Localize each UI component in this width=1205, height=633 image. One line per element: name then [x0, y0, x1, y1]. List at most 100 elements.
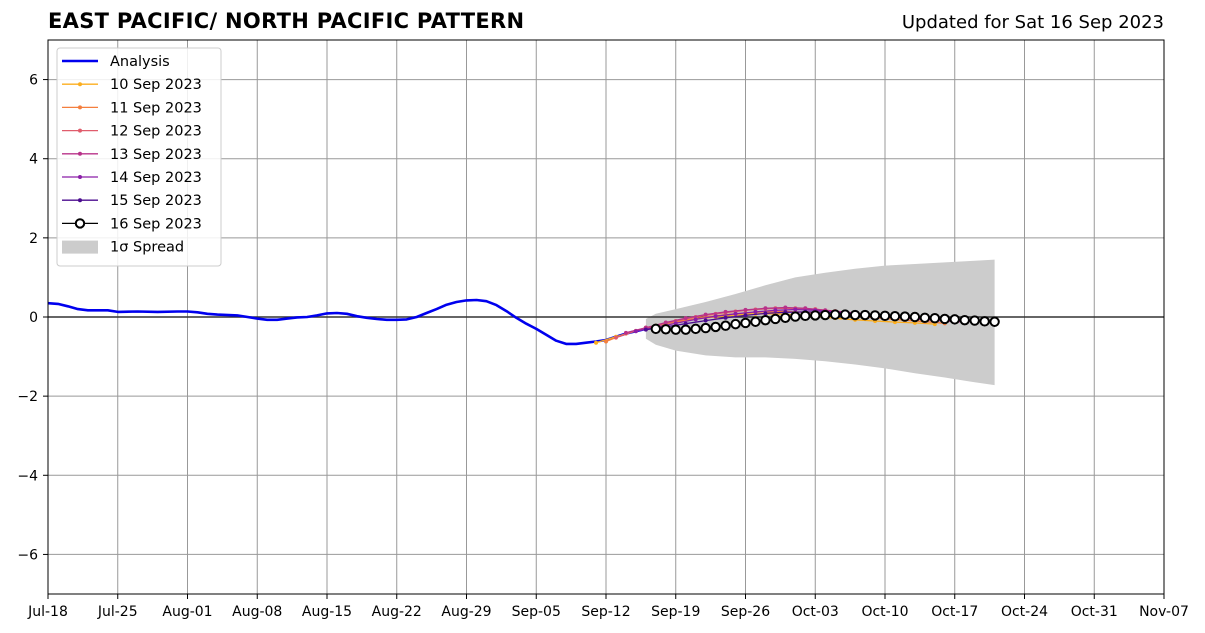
legend-marker [78, 82, 83, 87]
forecast-point [753, 309, 758, 314]
forecast-point [939, 313, 950, 325]
legend-item: 11 Sep 2023 [62, 100, 202, 116]
forecast-point [594, 340, 599, 345]
forecast-point [780, 312, 791, 323]
forecast-point [879, 310, 891, 322]
x-tick-label: Aug-08 [232, 604, 282, 620]
series-16-sep-2023 [650, 309, 1000, 335]
forecast-point [800, 310, 811, 322]
forecast-point [770, 313, 781, 325]
forecast-point [604, 339, 609, 344]
forecast-point [979, 316, 990, 327]
y-tick-label: 2 [29, 231, 38, 247]
x-tick-label: Oct-17 [931, 604, 978, 620]
forecast-point [663, 320, 668, 325]
forecast-point [763, 306, 768, 311]
forecast-point [633, 329, 638, 334]
legend-marker [78, 128, 83, 133]
legend-marker [78, 174, 83, 179]
x-tick-label: Oct-03 [792, 604, 839, 620]
forecast-point [673, 321, 678, 326]
legend-box [56, 47, 222, 267]
legend-item: 12 Sep 2023 [62, 124, 202, 140]
forecast-point [783, 305, 788, 310]
x-tick-label: Sep-19 [651, 604, 700, 620]
forecast-point [713, 314, 718, 319]
legend-label: 16 Sep 2023 [110, 216, 202, 232]
forecast-point [793, 307, 798, 312]
legend-item: 14 Sep 2023 [62, 170, 202, 186]
legend-item: 1σ Spread [62, 240, 184, 256]
forecast-point [720, 320, 731, 331]
forecast-point [889, 311, 901, 322]
forecast-point [703, 312, 708, 317]
x-tick-label: Sep-12 [581, 604, 630, 620]
x-tick-label: Jul-18 [27, 604, 68, 620]
forecast-point [899, 311, 911, 322]
legend-swatch [62, 240, 98, 254]
forecast-point [909, 311, 921, 323]
forecast-point [680, 324, 691, 335]
forecast-point [703, 318, 708, 323]
forecast-point [730, 318, 741, 330]
updated-date-label: Updated for Sat 16 Sep 2023 [901, 12, 1164, 33]
forecast-point [859, 309, 871, 321]
legend-marker [78, 105, 83, 110]
forecast-point [829, 309, 841, 320]
forecast-point [643, 327, 648, 332]
forecast-point [690, 323, 701, 335]
forecast-point [919, 312, 931, 323]
forecast-point [969, 315, 980, 326]
y-tick-label: 6 [29, 73, 38, 89]
x-tick-label: Oct-31 [1071, 604, 1118, 620]
forecast-point [839, 309, 851, 320]
forecast-point [929, 312, 941, 324]
x-tick-label: Nov-07 [1139, 604, 1189, 620]
legend-label: Analysis [110, 54, 170, 70]
forecast-point [623, 330, 628, 335]
legend-marker [78, 198, 83, 203]
legend-item: 15 Sep 2023 [62, 193, 202, 209]
forecast-point [763, 311, 768, 316]
legend-label: 10 Sep 2023 [110, 77, 202, 93]
x-tick-label: Jul-25 [97, 604, 138, 620]
x-tick-label: Aug-29 [441, 604, 491, 620]
forecast-point [790, 311, 801, 322]
legend-label: 13 Sep 2023 [110, 147, 202, 163]
y-tick-label: −4 [17, 468, 38, 484]
forecast-point [740, 317, 751, 329]
x-tick-label: Oct-24 [1001, 604, 1048, 620]
y-tick-label: 0 [29, 310, 38, 326]
analysis-line [47, 298, 647, 346]
legend-marker [78, 151, 83, 156]
legend-item: 10 Sep 2023 [62, 77, 202, 93]
forecast-point [773, 308, 778, 313]
series-analysis [47, 298, 647, 346]
spread-band [645, 259, 995, 386]
x-tick-label: Oct-10 [861, 604, 908, 620]
forecast-point [750, 316, 761, 327]
forecast-point [760, 314, 771, 326]
forecast-point [869, 310, 881, 321]
legend-label: 1σ Spread [110, 240, 184, 256]
y-tick-label: −6 [17, 547, 38, 563]
legend-label: 12 Sep 2023 [110, 124, 202, 140]
forecast-point [693, 317, 698, 322]
legend-item: Analysis [62, 54, 170, 70]
x-tick-label: Aug-01 [162, 604, 212, 620]
forecast-point [820, 309, 831, 321]
forecast-point [670, 324, 681, 335]
legend-label: 15 Sep 2023 [110, 193, 202, 209]
forecast-point [723, 315, 728, 320]
forecast-point [723, 309, 728, 314]
y-tick-label: −2 [17, 389, 38, 405]
chart-title: EAST PACIFIC/ NORTH PACIFIC PATTERN [48, 9, 525, 33]
forecast-point [650, 323, 662, 335]
y-tick-label: 4 [29, 152, 38, 168]
legend-marker [74, 218, 86, 229]
forecast-point [849, 309, 861, 321]
forecast-point [613, 335, 618, 340]
legend-item: 13 Sep 2023 [62, 147, 202, 163]
forecast-point [989, 316, 1000, 327]
